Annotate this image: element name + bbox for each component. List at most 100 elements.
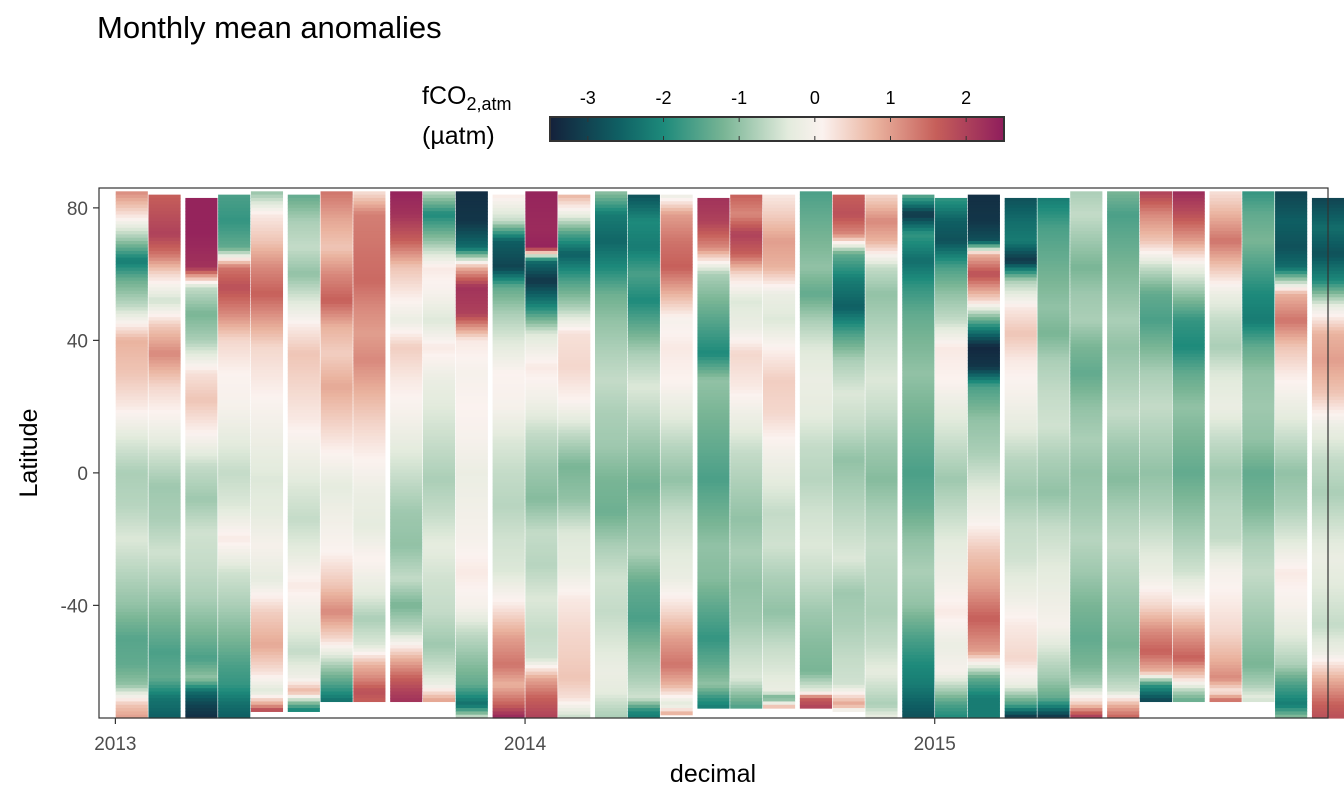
heatmap-cell [115,621,148,626]
heatmap-cell [832,671,865,676]
heatmap-cell [730,549,763,553]
heatmap-cell [967,499,1000,504]
heatmap-cell [762,512,796,517]
heatmap-cell [1139,678,1173,683]
heatmap-cell [627,254,660,259]
heatmap-cell [1107,217,1140,222]
heatmap-cell [148,297,181,302]
heatmap-cell [1004,274,1037,279]
heatmap-cell [148,691,181,696]
heatmap-cell [1070,509,1103,514]
heatmap-cell [832,708,865,712]
heatmap-cell [935,651,968,656]
heatmap-cell [455,409,488,414]
heatmap-cell [287,426,320,431]
heatmap-cell [865,241,898,245]
heatmap-cell [799,207,832,212]
heatmap-cell [185,294,218,298]
heatmap-cell [148,290,181,295]
heatmap-cell [902,658,935,663]
heatmap-cell [595,588,628,593]
heatmap-cell [148,393,181,398]
heatmap-cell [902,522,935,527]
heatmap-cell [967,612,1000,616]
heatmap-cell [902,704,935,709]
heatmap-cell [455,532,488,537]
heatmap-cell [660,555,693,560]
heatmap-cell [832,462,865,467]
heatmap-cell [1070,396,1103,401]
heatmap-cell [832,568,865,573]
heatmap-cell [697,496,730,500]
heatmap-cell [115,665,148,669]
heatmap-cell [148,244,181,249]
heatmap-cell [558,502,591,507]
heatmap-cell [492,234,525,239]
heatmap-cell [1070,635,1103,640]
heatmap-cell [1004,221,1037,226]
heatmap-cell [832,608,865,613]
heatmap-cell [492,509,525,514]
heatmap-cell [967,466,1000,471]
heatmap-cell [320,429,353,434]
heatmap-cell [1004,356,1037,361]
heatmap-cell [1070,459,1103,464]
heatmap-cell [390,350,423,355]
heatmap-cell [865,356,898,361]
heatmap-cell [422,197,456,202]
heatmap-cell [865,439,898,444]
heatmap-cell [967,356,1000,361]
heatmap-cell [832,366,865,371]
heatmap-cell [1004,655,1037,659]
heatmap-cell [218,681,251,686]
heatmap-cell [660,519,693,524]
heatmap-cell [865,429,898,434]
heatmap-cell [1070,356,1103,361]
heatmap-cell [390,602,423,606]
heatmap-cell [1070,284,1103,288]
heatmap-cell [1172,373,1205,378]
heatmap-cell [832,688,865,693]
heatmap-cell [422,333,456,338]
heatmap-cell [730,406,763,411]
heatmap-cell [1070,340,1103,345]
heatmap-cell [967,535,1000,540]
heatmap-cell [287,247,320,252]
heatmap-cell [390,459,423,464]
heatmap-cell [492,479,525,484]
heatmap-cell [422,486,456,491]
heatmap-cell [492,711,525,716]
heatmap-cell [185,489,218,494]
heatmap-cell [1139,466,1173,471]
heatmap-cell [799,277,832,282]
heatmap-cell [390,635,423,640]
heatmap-cell [967,453,1000,457]
heatmap-cell [218,257,251,262]
heatmap-cell [595,254,628,259]
heatmap-cell [115,403,148,408]
heatmap-cell [799,294,832,298]
heatmap-cell [967,711,1000,716]
heatmap-cell [422,575,456,580]
heatmap-cell [218,684,251,689]
heatmap-cell [660,439,693,444]
heatmap-cell [660,559,693,563]
heatmap-cell [832,592,865,597]
heatmap-cell [799,333,832,338]
heatmap-cell [353,234,386,239]
heatmap-cell [762,704,796,709]
heatmap-cell [455,373,488,378]
heatmap-cell [455,366,488,371]
heatmap-cell [1070,694,1103,699]
heatmap-cell [148,204,181,209]
heatmap-cell [832,436,865,441]
heatmap-cell [762,509,796,514]
heatmap-column [799,191,832,709]
heatmap-cell [967,264,1000,269]
heatmap-cell [287,708,320,712]
heatmap-cell [627,250,660,255]
heatmap-cell [730,552,763,557]
heatmap-cell [730,396,763,401]
heatmap-cell [1070,250,1103,255]
heatmap-cell [902,406,935,411]
